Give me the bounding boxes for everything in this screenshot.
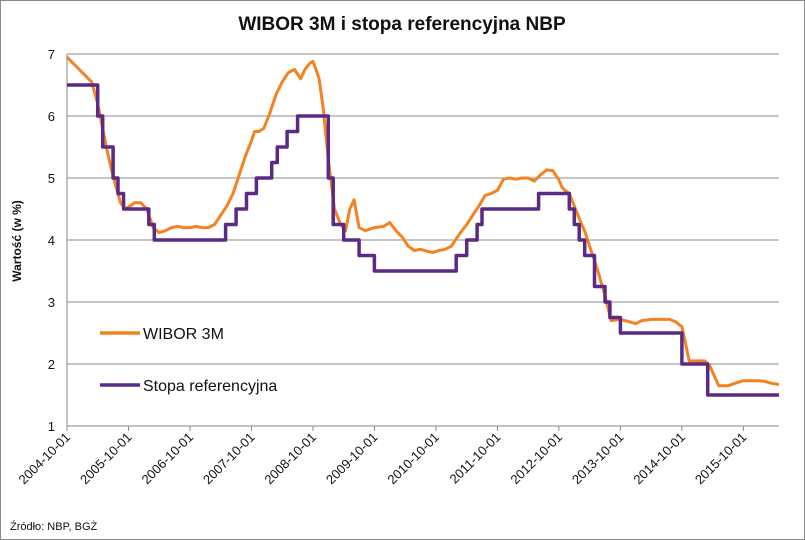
x-axis-tick-labels: 2004-10-01 2005-10-01 2006-10-01 2007-10-01…: [15, 426, 749, 487]
x-tick-label: 2011-10-01: [447, 430, 504, 487]
chart-title: WIBOR 3M i stopa referencyjna NBP: [238, 14, 566, 35]
y-tick-label: 2: [48, 357, 55, 372]
x-tick-label: 2004-10-01: [15, 430, 73, 488]
x-tick-label: 2012-10-01: [507, 430, 565, 488]
series-lines: [65, 56, 780, 397]
x-tick-label: 2006-10-01: [138, 430, 196, 488]
source-note: Źródło: NBP, BGŻ: [10, 520, 97, 533]
x-tick-label: 2005-10-01: [77, 430, 135, 488]
y-tick-label: 4: [48, 233, 55, 248]
y-axis-tick-labels: 1 2 3 4 5 6 7: [48, 47, 55, 434]
series-line-0: [65, 56, 780, 388]
y-gridlines: [66, 53, 779, 427]
x-tick-label: 2013-10-01: [569, 430, 627, 488]
x-tick-label: 2010-10-01: [384, 430, 442, 488]
y-tick-label: 6: [48, 109, 55, 124]
x-tick-label: 2015-10-01: [692, 430, 750, 488]
legend: WIBOR 3M Stopa referencyjna: [100, 326, 277, 395]
series-line-1: [67, 83, 779, 397]
legend-label-wibor: WIBOR 3M: [143, 326, 224, 343]
x-tick-label: 2014-10-01: [630, 430, 688, 488]
y-tick-label: 7: [48, 47, 55, 62]
x-tick-label: 2009-10-01: [323, 430, 381, 488]
x-tick-label: 2008-10-01: [261, 430, 319, 488]
y-tick-label: 5: [48, 171, 55, 186]
y-tick-label: 3: [48, 295, 55, 310]
y-tick-label: 1: [48, 419, 55, 434]
legend-label-stopa: Stopa referencyjna: [143, 378, 277, 395]
y-axis-label: Wartość (w %): [10, 200, 24, 282]
x-tick-label: 2007-10-01: [200, 430, 258, 488]
